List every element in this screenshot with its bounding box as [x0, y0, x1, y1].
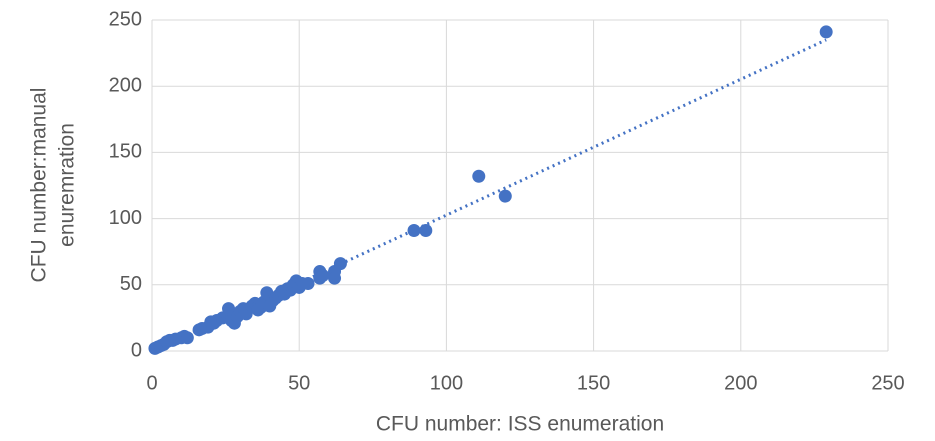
x-tick-label: 50	[288, 372, 310, 394]
y-tick-label: 0	[131, 339, 142, 361]
x-tick-label: 150	[577, 372, 610, 394]
y-tick-label: 100	[109, 207, 142, 229]
data-point	[180, 331, 194, 345]
x-axis-title: CFU number: ISS enumeration	[376, 413, 664, 436]
x-tick-label: 100	[430, 372, 463, 394]
data-point	[498, 189, 512, 203]
data-point	[301, 276, 315, 290]
x-tick-label: 200	[724, 372, 757, 394]
x-tick-label: 250	[871, 372, 904, 394]
y-tick-label: 250	[109, 8, 142, 30]
data-point	[316, 269, 330, 283]
data-point	[419, 224, 433, 238]
y-axis-title: CFU number:manual	[28, 88, 51, 283]
y-axis-title: enuremration	[56, 123, 79, 247]
data-point	[328, 271, 342, 285]
x-tick-label: 0	[146, 372, 157, 394]
data-point	[407, 224, 421, 238]
data-point	[472, 169, 486, 183]
y-tick-label: 200	[109, 74, 142, 96]
y-tick-label: 50	[120, 273, 142, 295]
data-point	[819, 25, 833, 39]
y-tick-label: 150	[109, 141, 142, 163]
